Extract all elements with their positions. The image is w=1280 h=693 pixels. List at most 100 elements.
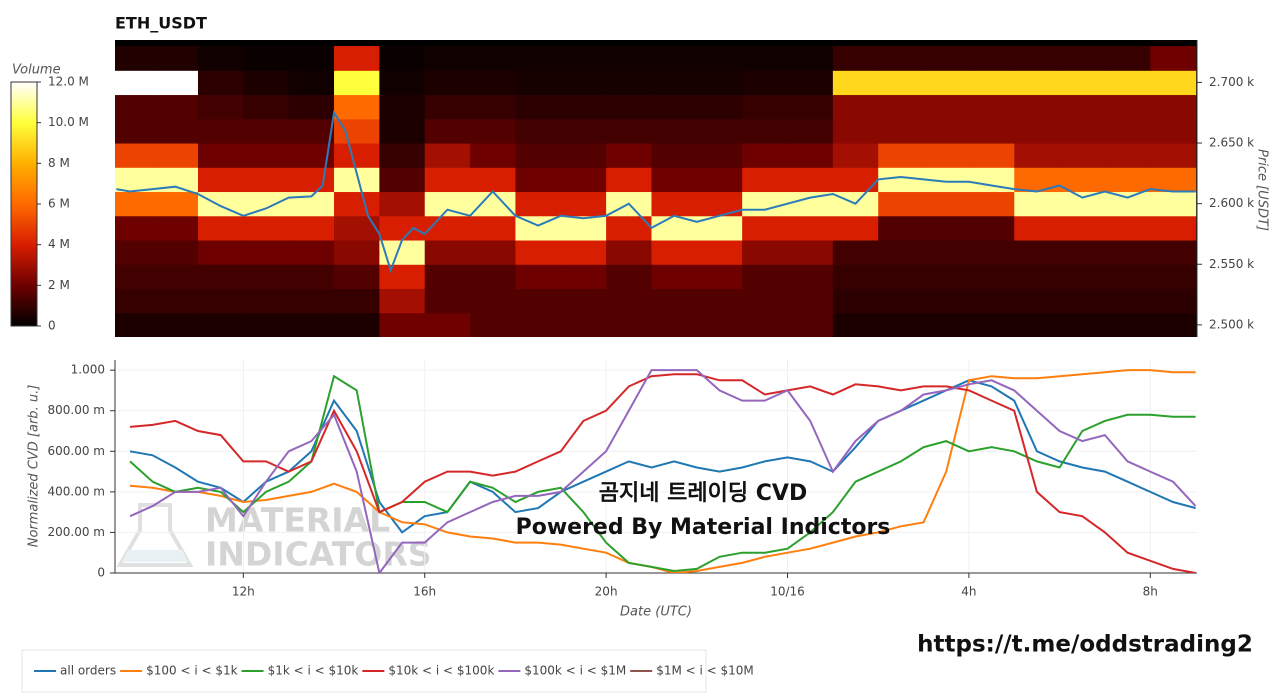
heatmap-cell bbox=[606, 215, 652, 241]
heatmap-cell bbox=[923, 288, 970, 314]
y-tick-label: 400.00 m bbox=[48, 484, 106, 498]
heatmap-cell bbox=[832, 240, 879, 265]
heatmap-cell bbox=[696, 70, 743, 96]
x-tick-label: 4h bbox=[961, 585, 976, 599]
heatmap-cell bbox=[832, 70, 879, 96]
chart-title: ETH_USDT bbox=[115, 14, 207, 33]
heatmap-cell bbox=[152, 94, 199, 120]
heatmap-cell bbox=[651, 70, 698, 96]
heatmap-cell bbox=[787, 240, 834, 265]
heatmap-cell bbox=[1104, 118, 1151, 144]
heatmap-cell bbox=[243, 264, 290, 290]
heatmap-cell bbox=[197, 240, 244, 265]
y-tick-label: 800.00 m bbox=[48, 403, 106, 417]
heatmap-cell bbox=[1014, 264, 1061, 290]
heatmap-cell bbox=[288, 46, 335, 71]
heatmap-cell bbox=[334, 264, 380, 290]
heatmap-cell bbox=[1059, 240, 1106, 265]
heatmap-cell bbox=[560, 118, 607, 144]
heatmap-cell bbox=[1059, 143, 1106, 168]
heatmap-cell bbox=[424, 70, 471, 96]
heatmap-cell bbox=[1059, 264, 1106, 290]
heatmap-cell bbox=[515, 143, 562, 168]
heatmap-cell bbox=[1104, 240, 1151, 265]
heatmap-cell bbox=[515, 191, 562, 217]
watermark bbox=[116, 503, 194, 567]
heatmap-cell bbox=[606, 167, 652, 193]
heatmap-cell bbox=[152, 118, 199, 144]
heatmap-cell bbox=[832, 288, 879, 314]
lines bbox=[129, 369, 1197, 573]
heatmap-cell bbox=[651, 288, 698, 314]
heatmap-cell bbox=[379, 288, 426, 314]
colorbar-tick-label: 10.0 M bbox=[48, 115, 89, 129]
heatmap-cell bbox=[424, 215, 471, 241]
heatmap-cell bbox=[651, 312, 698, 337]
heatmap-cell bbox=[878, 215, 925, 241]
x-tick-label: 8h bbox=[1143, 585, 1158, 599]
heatmap-cell bbox=[968, 118, 1015, 144]
annotation: Powered By Material Indictors bbox=[516, 515, 891, 540]
heatmap-cell bbox=[288, 118, 335, 144]
heatmap-cell bbox=[560, 240, 607, 265]
heatmap-cell bbox=[651, 143, 698, 168]
heatmap-cell bbox=[651, 94, 698, 120]
heatmap-cell bbox=[1059, 70, 1106, 96]
colorbar-title: Volume bbox=[12, 63, 61, 78]
heatmap-cell bbox=[878, 94, 925, 120]
heatmap-cell bbox=[424, 191, 471, 217]
heatmap-cell bbox=[1014, 70, 1061, 96]
heatmap-cell bbox=[470, 94, 516, 120]
heatmap-cell bbox=[334, 288, 380, 314]
heatmap-cell bbox=[832, 264, 879, 290]
heatmap-cell bbox=[923, 264, 970, 290]
heatmap-cell bbox=[470, 46, 516, 71]
watermark-text: INDICATORS bbox=[205, 535, 432, 574]
heatmap-cell bbox=[424, 288, 471, 314]
heatmap-cell bbox=[787, 94, 834, 120]
heatmap-cell bbox=[115, 167, 154, 193]
heatmap-cell bbox=[152, 240, 199, 265]
heatmap-cell bbox=[470, 312, 516, 337]
heatmap-cell bbox=[923, 191, 970, 217]
heatmap-cell bbox=[1104, 288, 1151, 314]
heatmap-cell bbox=[379, 143, 426, 168]
heatmap-cell bbox=[1014, 191, 1061, 217]
heatmap-cell bbox=[1104, 143, 1151, 168]
colorbar-tick-label: 4 M bbox=[48, 237, 70, 251]
heatmap-cell bbox=[515, 118, 562, 144]
heatmap-cell bbox=[696, 312, 743, 337]
heatmap-cell bbox=[968, 264, 1015, 290]
heatmap-cell bbox=[152, 264, 199, 290]
heatmap-cell bbox=[424, 94, 471, 120]
x-axis-label: Date (UTC) bbox=[620, 605, 692, 620]
heatmap-cell bbox=[1150, 118, 1197, 144]
heatmap-cell bbox=[470, 191, 516, 217]
heatmap-cell bbox=[197, 94, 244, 120]
heatmap-cell bbox=[334, 118, 380, 144]
y-tick-label: 2.500 k bbox=[1209, 317, 1254, 331]
heatmap-cell bbox=[115, 70, 154, 96]
heatmap-cell bbox=[832, 312, 879, 337]
heatmap-cell bbox=[742, 94, 789, 120]
heatmap-cell bbox=[243, 191, 290, 217]
heatmap-cell bbox=[878, 288, 925, 314]
heatmap-cell bbox=[878, 143, 925, 168]
heatmap-cell bbox=[651, 118, 698, 144]
heatmap-cell bbox=[1014, 167, 1061, 193]
heatmap bbox=[115, 40, 1197, 337]
heatmap-cell bbox=[787, 143, 834, 168]
heatmap-cell bbox=[1104, 94, 1151, 120]
heatmap-cell bbox=[243, 288, 290, 314]
heatmap-cell bbox=[696, 240, 743, 265]
heatmap-cell bbox=[1014, 143, 1061, 168]
heatmap-cell bbox=[878, 118, 925, 144]
y-tick-label: 1.000 bbox=[71, 363, 105, 377]
heatmap-cell bbox=[968, 240, 1015, 265]
heatmap-cell bbox=[1014, 94, 1061, 120]
heatmap-cell bbox=[379, 94, 426, 120]
heatmap-cell bbox=[1059, 312, 1106, 337]
heatmap-cell bbox=[288, 312, 335, 337]
y-tick-label: 200.00 m bbox=[48, 525, 106, 539]
